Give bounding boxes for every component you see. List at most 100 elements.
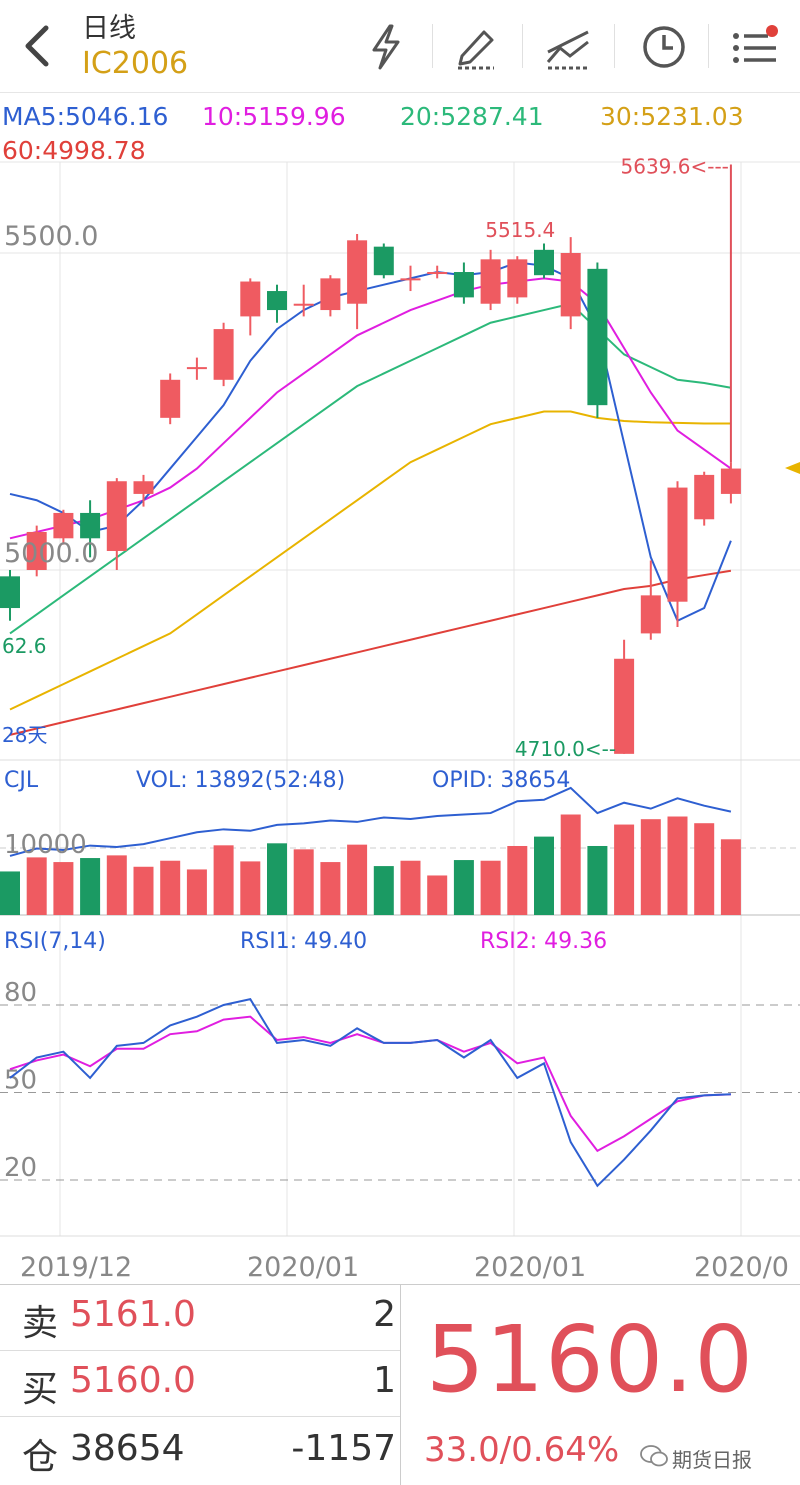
- trend-lines-icon[interactable]: [540, 20, 596, 74]
- price-axis-label: 5500.0: [4, 221, 98, 252]
- candle-body: [614, 658, 635, 754]
- pen-icon[interactable]: [448, 20, 504, 74]
- volume-bar: [614, 824, 635, 915]
- opid-value: OPID: 38654: [432, 768, 570, 793]
- volume-bar: [534, 836, 554, 915]
- back-chevron-icon[interactable]: [14, 22, 62, 70]
- ma60-line: [9, 569, 732, 736]
- volume-bar: [320, 862, 341, 915]
- volume-bar: [293, 849, 314, 915]
- sell-price: 5161.0: [70, 1294, 196, 1335]
- quote-panel: 卖 5161.0 2 买 5160.0 1 仓 38654 -1157 5160…: [0, 1284, 800, 1485]
- toolbar-divider: [614, 24, 615, 68]
- volume-bar: [186, 869, 207, 915]
- volume-bar: [213, 845, 234, 915]
- volume-bar: [347, 844, 368, 915]
- candle-body: [80, 512, 101, 539]
- candle-body: [347, 240, 368, 304]
- candle-body: [133, 481, 154, 494]
- volume-bar: [80, 858, 101, 915]
- candle-body: [400, 278, 421, 281]
- last-price: 5160.0: [426, 1306, 754, 1413]
- rsi1-line: [9, 998, 731, 1188]
- rsi-level-label: 20: [4, 1153, 37, 1183]
- candle-body: [240, 281, 261, 317]
- candle-body: [667, 487, 688, 602]
- candle-body: [507, 259, 528, 298]
- volume-axis-label: 10000: [4, 830, 87, 860]
- sell-label: 卖: [22, 1303, 59, 1344]
- lightning-icon[interactable]: [358, 20, 414, 74]
- sell-row[interactable]: 卖 5161.0 2: [0, 1284, 400, 1351]
- candle-body: [694, 474, 715, 520]
- menu-list-icon[interactable]: [728, 20, 784, 74]
- panel-divider: [400, 1284, 401, 1485]
- opid-line: [9, 786, 732, 857]
- volume-bar: [587, 845, 608, 915]
- volume-bar: [26, 857, 47, 915]
- candle-body: [373, 246, 394, 276]
- left-days-label: 28天: [2, 723, 47, 747]
- volume-bar: [240, 861, 261, 915]
- volume-bar: [427, 875, 448, 915]
- volume-bar: [160, 860, 181, 915]
- peak-label: 5515.4: [485, 218, 555, 242]
- ma10-legend: 10:5159.96: [202, 102, 346, 131]
- ma60-legend: 60:4998.78: [2, 136, 146, 165]
- date-axis-label: 2019/12: [20, 1252, 132, 1283]
- buy-row[interactable]: 买 5160.0 1: [0, 1350, 400, 1417]
- volume-bar: [267, 843, 287, 915]
- volume-bar: [133, 866, 154, 915]
- buy-label: 买: [22, 1369, 59, 1410]
- candle-body: [267, 291, 287, 311]
- candle-body: [720, 468, 741, 494]
- ma20-legend: 20:5287.41: [400, 102, 544, 131]
- volume-bar: [0, 871, 20, 915]
- ma30-legend: 30:5231.03: [600, 102, 744, 131]
- position-value: 38654: [70, 1428, 185, 1469]
- left-value-label: 62.6: [2, 634, 47, 658]
- ma10-line: [9, 277, 732, 540]
- date-axis-label: 2020/01: [474, 1252, 586, 1283]
- volume-bar: [453, 860, 474, 915]
- toolbar-divider: [708, 24, 709, 68]
- position-change: -1157: [291, 1428, 396, 1469]
- ma5-legend: MA5:5046.16: [2, 102, 169, 131]
- toolbar-divider: [522, 24, 523, 68]
- candle-body: [186, 367, 207, 370]
- volume-bar: [53, 862, 74, 915]
- volume-bar: [373, 866, 394, 915]
- candle-body: [26, 531, 47, 570]
- date-axis-label: 2020/01: [247, 1252, 359, 1283]
- volume-label: CJL: [4, 768, 39, 793]
- high-label: 5639.6<---: [621, 154, 729, 178]
- buy-price: 5160.0: [70, 1360, 196, 1401]
- top-bar: 日线 IC2006: [0, 0, 800, 93]
- current-price-arrow: [785, 462, 800, 474]
- clock-icon[interactable]: [636, 20, 692, 74]
- rsi2-value: RSI2: 49.36: [480, 929, 607, 954]
- candle-body: [106, 481, 127, 551]
- price-axis-label: 5000.0: [4, 538, 98, 569]
- candle-body: [320, 278, 341, 311]
- candle-body: [427, 272, 448, 275]
- volume-bar: [400, 860, 421, 915]
- contract-code[interactable]: IC2006: [82, 46, 189, 81]
- candle-body: [160, 379, 181, 418]
- date-axis-label: 2020/0: [694, 1252, 789, 1283]
- volume-bar: [640, 819, 661, 915]
- ma20-line: [9, 302, 732, 635]
- buy-qty: 1: [373, 1360, 396, 1401]
- position-row[interactable]: 仓 38654 -1157: [0, 1416, 400, 1482]
- volume-bar: [480, 860, 501, 915]
- volume-bar: [667, 816, 688, 915]
- candle-body: [453, 272, 474, 298]
- candle-body: [53, 512, 74, 539]
- candle-body: [560, 253, 581, 317]
- rsi-label: RSI(7,14): [4, 929, 106, 954]
- candle-body: [0, 576, 20, 609]
- sell-qty: 2: [373, 1294, 396, 1335]
- rsi2-line: [9, 1015, 731, 1153]
- candle-body: [587, 268, 608, 406]
